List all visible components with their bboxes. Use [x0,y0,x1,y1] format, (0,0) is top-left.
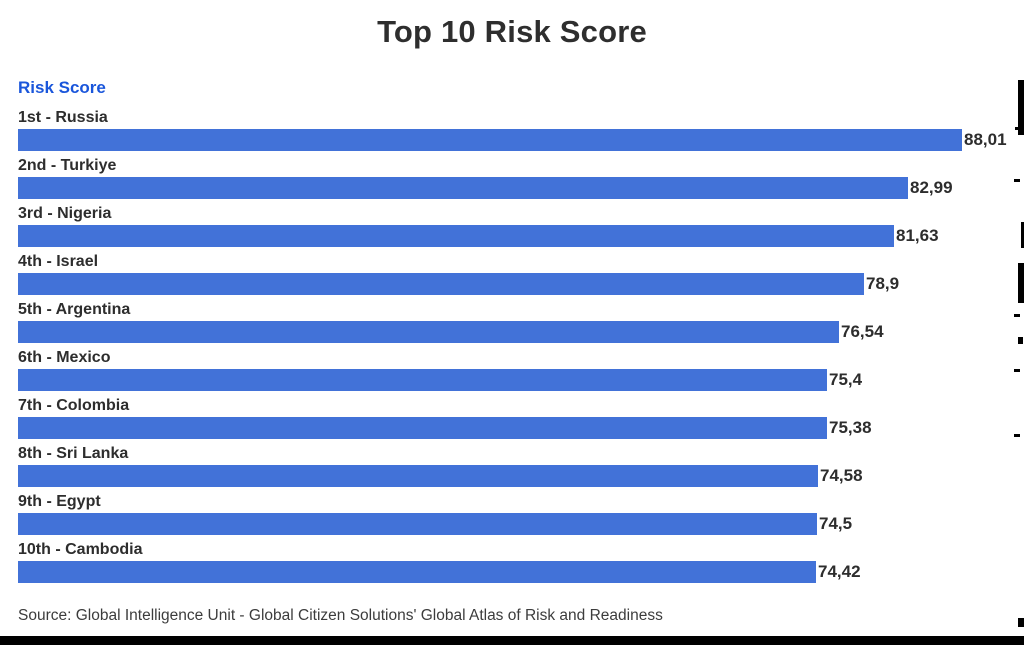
bar [18,177,908,199]
bar-row: 1st - Russia 88,01 [0,108,1024,156]
edge-artifact [1018,263,1024,303]
bar-category-label: 5th - Argentina [18,301,131,318]
source-attribution: Source: Global Intelligence Unit - Globa… [18,607,663,624]
bar-row: 4th - Israel 78,9 [0,252,1024,300]
bar-row: 9th - Egypt 74,5 [0,492,1024,540]
bar [18,465,818,487]
bar-row: 2nd - Turkiye 82,99 [0,156,1024,204]
bar-category-label: 6th - Mexico [18,349,111,366]
edge-artifact [1015,127,1024,130]
bar-row: 6th - Mexico 75,4 [0,348,1024,396]
bar [18,369,827,391]
bar [18,321,839,343]
bar-value-label: 82,99 [910,178,953,197]
chart-title: Top 10 Risk Score [377,14,647,49]
bar [18,417,827,439]
edge-artifact [1018,80,1024,135]
bar-category-label: 8th - Sri Lanka [18,445,129,462]
bar-row: 8th - Sri Lanka 74,58 [0,444,1024,492]
edge-artifact [1014,434,1020,437]
bar-value-label: 74,5 [819,514,853,533]
edge-artifact [1014,314,1020,317]
bar-category-label: 3rd - Nigeria [18,205,112,222]
bar-category-label: 4th - Israel [18,253,99,270]
edge-artifact [1014,179,1020,182]
risk-score-axis-label: Risk Score [18,78,106,97]
bar-value-label: 75,38 [829,418,872,437]
bar-value-label: 74,58 [820,466,863,485]
bar-value-label: 76,54 [841,322,884,341]
edge-artifact [1014,369,1020,372]
bar [18,513,817,535]
bar-value-label: 81,63 [896,226,939,245]
bar-row: 10th - Cambodia 74,42 [0,540,1024,588]
bar-category-label: 2nd - Turkiye [18,157,117,174]
bar-row: 7th - Colombia 75,38 [0,396,1024,444]
bar-category-label: 9th - Egypt [18,493,101,510]
edge-artifact [1021,222,1024,248]
edge-artifact [1018,618,1024,627]
bar-value-label: 88,01 [964,130,1007,149]
bar-row: 5th - Argentina 76,54 [0,300,1024,348]
bottom-border [0,636,1024,645]
bar-value-label: 78,9 [866,274,900,293]
bar-value-label: 74,42 [818,562,861,581]
bar [18,129,962,151]
bar-category-label: 7th - Colombia [18,397,130,414]
edge-artifact [1018,337,1023,344]
bar-category-label: 10th - Cambodia [18,541,143,558]
bar [18,561,816,583]
bar-value-label: 75,4 [829,370,863,389]
bar-category-label: 1st - Russia [18,109,108,126]
bar-row: 3rd - Nigeria 81,63 [0,204,1024,252]
bar [18,273,864,295]
bar [18,225,894,247]
